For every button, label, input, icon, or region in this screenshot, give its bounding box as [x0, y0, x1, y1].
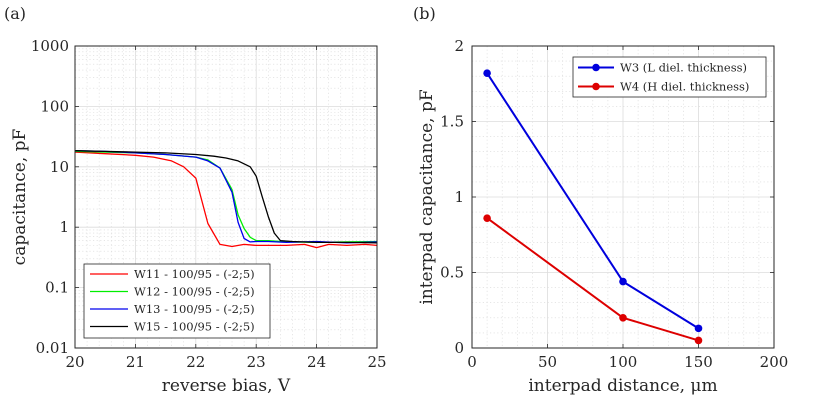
x-tick-label: 21	[126, 353, 145, 371]
x-tick-label: 150	[684, 353, 713, 371]
panel-b: (b) 0 50 100 150 200 0 0.5 1 1.5 2 interpad dista…	[413, 4, 788, 396]
panel-b-label: (b)	[413, 4, 436, 23]
legend-label: W4 (H diel. thickness)	[620, 80, 749, 94]
series-line-w12-100-95-2-5	[74, 150, 378, 244]
y-tick-label: 1	[454, 188, 464, 206]
data-point-w3-l-diel-thickness	[694, 324, 703, 333]
x-tick-label: 50	[538, 353, 557, 371]
series-line-w11-100-95-2-5	[74, 151, 378, 249]
panel-a-ylabel: capacitance, pF	[10, 128, 30, 265]
x-tick-label: 25	[367, 353, 386, 371]
panel-b-legend-box	[572, 56, 767, 98]
data-point-w3-l-diel-thickness	[483, 69, 491, 77]
x-tick-label: 22	[186, 353, 205, 371]
y-tick-label: 1000	[31, 37, 69, 55]
legend-label: W13 - 100/95 - (-2;5)	[134, 302, 255, 316]
panel-b-xlabel: interpad distance, μm	[528, 376, 717, 396]
x-tick-label: 0	[467, 353, 477, 371]
legend-label: W15 - 100/95 - (-2;5)	[134, 320, 255, 334]
panel-a-series	[74, 150, 378, 249]
panel-a-legend: W11 - 100/95 - (-2;5) W12 - 100/95 - (-2;…	[83, 263, 271, 339]
data-point-w4-h-diel-thickness	[619, 314, 627, 322]
data-point-w4-h-diel-thickness	[483, 214, 491, 222]
y-tick-label: 1.5	[440, 113, 464, 131]
data-point-w4-h-diel-thickness	[694, 336, 703, 345]
y-tick-label: 10	[50, 158, 69, 176]
panel-a-axes-frame	[74, 45, 378, 349]
y-tick-label: 0.5	[440, 264, 464, 282]
legend-marker-w3-l-diel-thickness	[592, 63, 600, 72]
data-point-w3-l-diel-thickness	[619, 277, 627, 286]
legend-label: W3 (L diel. thickness)	[620, 61, 747, 75]
y-tick-label: 2	[454, 37, 464, 55]
panel-a-label: (a)	[4, 4, 26, 23]
x-tick-label: 100	[609, 353, 638, 371]
panel-a-ticks: 20 21 22 23 24 25 0.01 0.1 1 10 100 1000	[31, 37, 387, 371]
x-tick-label: 20	[65, 353, 84, 371]
panel-a-xlabel: reverse bias, V	[162, 376, 291, 396]
panel-a: (a) 20 21 22 23 24 25 0.01 0.1 1 10 100 1000 revers…	[4, 4, 387, 396]
legend-label: W11 - 100/95 - (-2;5)	[134, 267, 255, 281]
y-tick-label: 0.01	[36, 339, 69, 357]
series-line-w13-100-95-2-5	[74, 150, 378, 244]
y-tick-label: 0.1	[45, 279, 69, 297]
x-tick-label: 23	[247, 353, 266, 371]
x-tick-label: 200	[760, 353, 789, 371]
x-tick-label: 24	[307, 353, 326, 371]
panel-b-series	[483, 69, 703, 345]
panel-b-legend: W3 (L diel. thickness) W4 (H diel. thickn…	[572, 56, 767, 98]
panel-a-legend-box	[83, 263, 271, 339]
y-tick-label: 100	[40, 97, 69, 115]
panel-b-ticks: 0 50 100 150 200 0 0.5 1 1.5 2	[440, 37, 788, 371]
series-line-w15-100-95-2-5	[74, 150, 378, 244]
panel-b-ylabel: interpad capacitance, pF	[417, 89, 437, 305]
legend-marker-w4-h-diel-thickness	[592, 82, 600, 91]
legend-label: W12 - 100/95 - (-2;5)	[134, 285, 255, 299]
y-tick-label: 0	[454, 339, 464, 357]
y-tick-label: 1	[59, 218, 69, 236]
